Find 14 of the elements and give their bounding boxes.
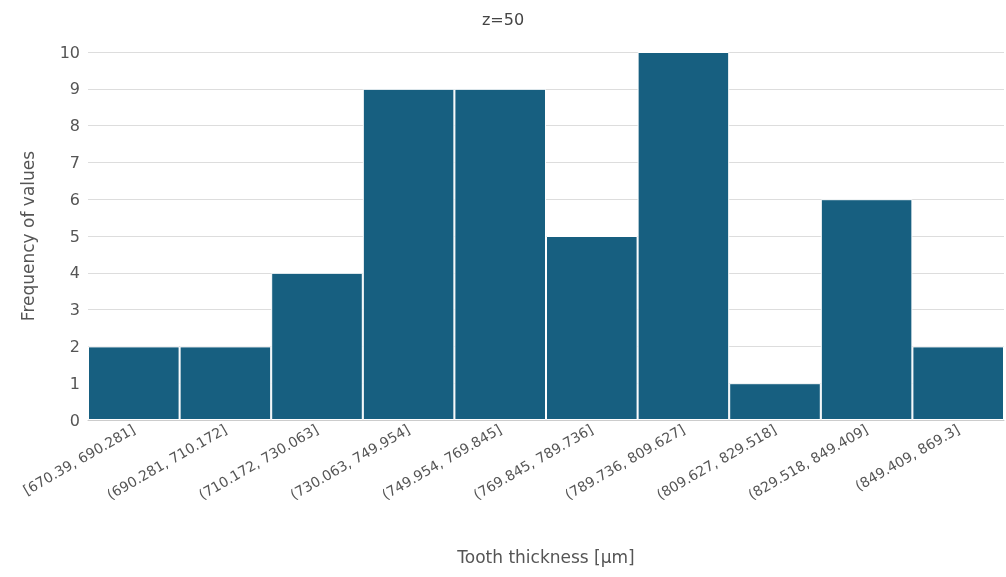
- y-tick-label: 9: [69, 79, 80, 99]
- y-axis-title: Frequency of values: [17, 150, 38, 322]
- y-tick-label: 2: [69, 336, 80, 356]
- y-tick-label: 6: [69, 189, 80, 209]
- y-tick-label: 0: [69, 410, 80, 430]
- y-tick-label: 5: [69, 226, 80, 246]
- y-tick-label: 10: [59, 42, 80, 62]
- y-tick-label: 8: [69, 116, 80, 136]
- y-tick-label: 4: [69, 263, 80, 283]
- x-axis-title: Tooth thickness [µm]: [456, 546, 635, 567]
- y-tick-label: 1: [69, 373, 80, 393]
- chart-title: z=50: [481, 9, 525, 29]
- y-tick-label: 3: [69, 300, 80, 320]
- y-tick-label: 7: [69, 152, 80, 172]
